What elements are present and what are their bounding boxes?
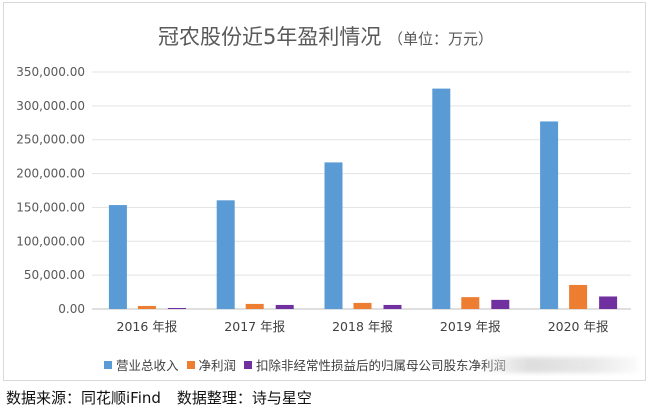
legend-swatch: [244, 360, 253, 369]
bar-series-1: [108, 205, 127, 309]
bar-series-2: [569, 284, 588, 309]
y-tick-label: 50,000.00: [24, 268, 85, 282]
chart-title: 冠农股份近5年盈利情况 （单位：万元）: [4, 21, 647, 51]
watermark-overlay: [482, 357, 638, 373]
y-tick-label: 350,000.00: [16, 65, 85, 79]
x-tick-label: 2019 年报: [440, 319, 501, 334]
y-tick-label: 200,000.00: [16, 167, 85, 181]
bar-series-1: [324, 162, 343, 309]
y-tick-label: 100,000.00: [16, 234, 85, 248]
chart-title-text: 冠农股份近5年盈利情况: [157, 25, 382, 49]
legend-label: 营业总收入: [116, 358, 179, 373]
bar-series-3: [167, 307, 186, 309]
legend-item: 净利润: [186, 355, 237, 374]
bar-series-3: [599, 296, 618, 309]
x-tick-label: 2018 年报: [332, 319, 393, 334]
y-tick-label: 0.00: [58, 302, 85, 316]
legend-label: 净利润: [198, 358, 237, 373]
legend-item: 营业总收入: [104, 355, 179, 374]
legend-item: 扣除非经常性损益后的归属母公司股东净利润: [244, 355, 506, 374]
bar-series-2: [461, 297, 480, 309]
bar-series-1: [216, 200, 235, 309]
x-tick-label: 2020 年报: [548, 319, 609, 334]
x-tick-label: 2017 年报: [224, 319, 285, 334]
chart-frame: 冠农股份近5年盈利情况 （单位：万元） 0.00 50,000.00 100,000…: [3, 2, 646, 381]
chart-plot: 0.00 50,000.00 100,000.00 150,000.00 200,000…: [16, 65, 631, 334]
bar-series-3: [275, 304, 294, 309]
bar-series-2: [353, 302, 372, 309]
compiler-label: 数据整理：诗与星空: [176, 389, 312, 407]
y-tick-label: 300,000.00: [16, 99, 85, 113]
chart-legend: 营业总收入 净利润 扣除非经常性损益后的归属母公司股东净利润: [104, 355, 514, 374]
bar-series-3: [383, 304, 402, 309]
source-line: 数据来源：同花顺iFind 数据整理：诗与星空: [6, 387, 312, 408]
legend-swatch: [104, 360, 112, 369]
bar-series-2: [245, 303, 264, 309]
source-label: 数据来源：同花顺iFind: [6, 389, 161, 407]
bar-series-2: [137, 305, 156, 309]
y-tick-label: 150,000.00: [16, 200, 85, 214]
y-tick-label: 250,000.00: [16, 133, 85, 147]
bar-series-1: [432, 88, 451, 309]
bar-series-3: [491, 299, 510, 309]
bar-series-1: [540, 121, 559, 309]
legend-swatch: [186, 360, 195, 369]
chart-unit-label: （单位：万元）: [388, 30, 494, 48]
x-tick-label: 2016 年报: [117, 319, 178, 334]
legend-label: 扣除非经常性损益后的归属母公司股东净利润: [256, 358, 507, 373]
